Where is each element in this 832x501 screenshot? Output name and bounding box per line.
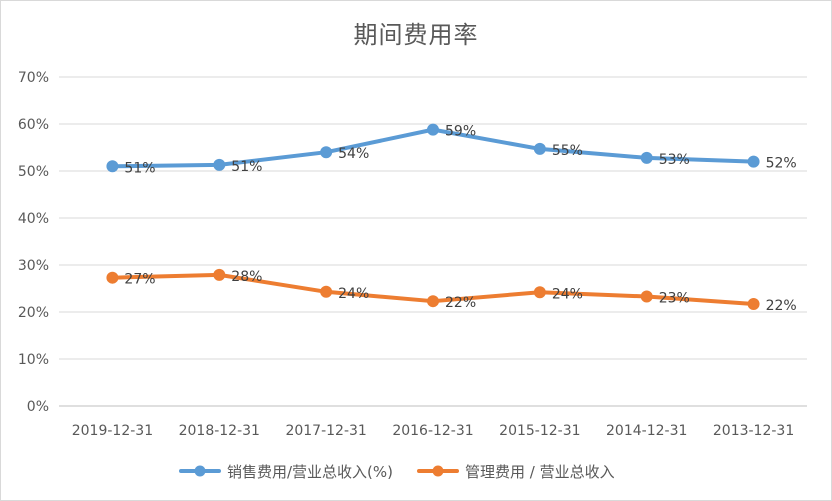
data-label: 27% [124,272,155,288]
data-point [213,158,226,171]
y-tick-label: 0% [27,399,49,415]
data-point [106,271,119,284]
x-tick-label: 2015-12-31 [499,423,580,439]
y-tick-label: 10% [18,352,49,368]
data-point [747,298,760,311]
y-tick-label: 40% [18,211,49,227]
data-point [640,151,653,164]
data-point [747,155,760,168]
y-tick-label: 30% [18,258,49,274]
data-point [427,123,439,136]
data-point [106,160,119,173]
data-label: 23% [659,290,690,306]
x-tick-label: 2013-12-31 [713,423,794,439]
data-point [213,268,226,281]
y-tick-label: 70% [18,70,49,86]
legend-label: 管理费用 / 营业总收入 [465,463,615,481]
data-point [320,146,333,159]
data-point [533,142,546,155]
data-point [640,290,653,303]
x-tick-label: 2014-12-31 [606,423,687,439]
legend-swatch-marker [432,465,444,477]
data-label: 55% [552,143,583,159]
data-label: 51% [231,159,262,175]
data-label: 22% [445,295,476,311]
data-label: 28% [231,269,262,285]
data-point [320,285,333,298]
data-label: 54% [338,146,369,162]
x-tick-label: 2019-12-31 [72,423,153,439]
x-tick-label: 2018-12-31 [179,423,260,439]
data-label: 22% [766,298,797,314]
data-point [533,286,546,299]
data-label: 53% [659,152,690,168]
x-tick-label: 2016-12-31 [392,423,473,439]
data-label: 24% [338,286,369,302]
data-label: 24% [552,286,583,302]
data-label: 51% [124,160,155,176]
legend-label: 销售费用/营业总收入(%) [227,463,393,481]
legend-swatch-marker [194,465,206,477]
data-label: 52% [766,156,797,172]
x-tick-label: 2017-12-31 [285,423,366,439]
y-tick-label: 50% [18,164,49,180]
data-label: 59% [445,124,476,140]
y-tick-label: 60% [18,117,49,133]
y-tick-label: 20% [18,305,49,321]
chart-title: 期间费用率 [353,21,479,49]
data-point [427,295,439,308]
